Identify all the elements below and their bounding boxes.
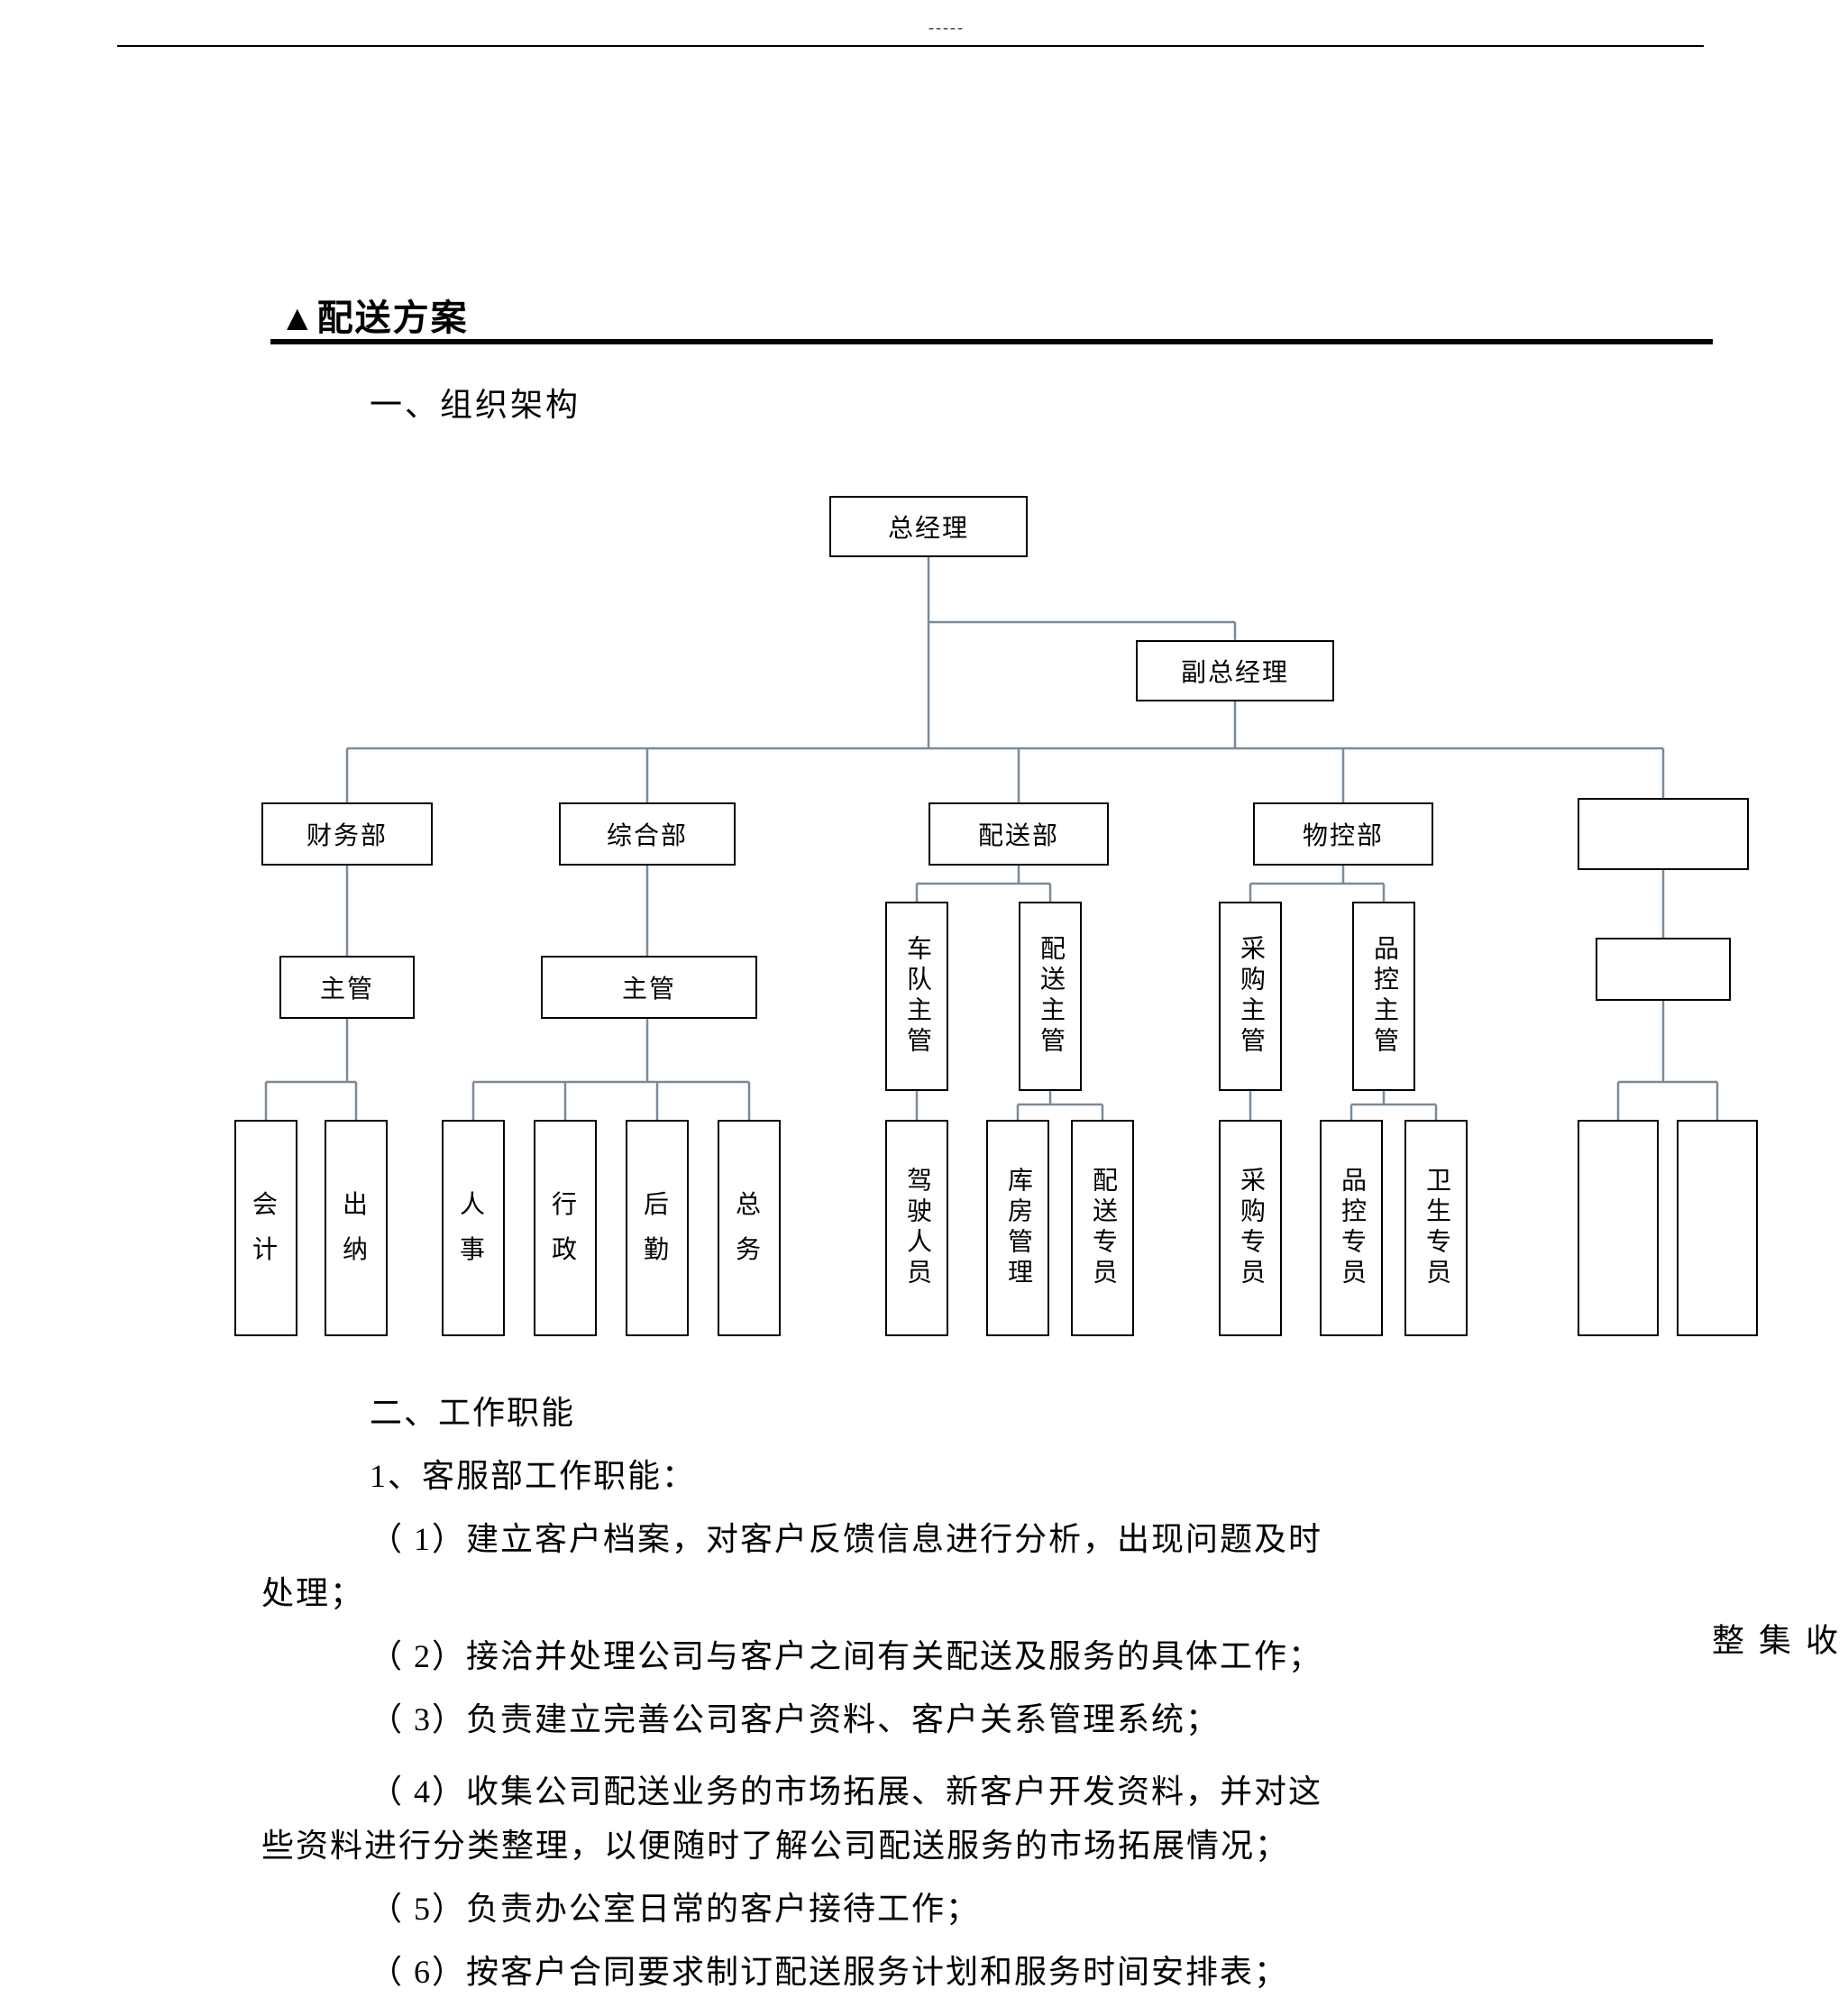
org-node-deliv_mgr: 配送主管 [1019, 902, 1082, 1091]
org-node-blank_a [1578, 1120, 1659, 1336]
org-node-blank_b [1677, 1120, 1758, 1336]
sec2-item-5: （ 5）负责办公室日常的客户接待工作； [370, 1884, 980, 1935]
org-node-dept5 [1578, 798, 1749, 870]
sec2-item-2: （ 2）接洽并处理公司与客户之间有关配送及服务的具体工作； [370, 1632, 1322, 1682]
org-node-wh: 库房管理 [986, 1120, 1049, 1336]
org-node-purch_sp: 采购专员 [1219, 1120, 1282, 1336]
org-node-finance: 财务部 [261, 802, 433, 866]
sec2-item-3: （ 3）负责建立完善公司客户资料、客户关系管理系统； [370, 1695, 1220, 1746]
sec2-item-1a: （ 1）建立客户档案，对客户反馈信息进行分析，出现问题及时 [370, 1515, 1322, 1565]
org-node-blank_mgr [1596, 938, 1731, 1001]
org-node-driver: 驾驶人员 [885, 1120, 948, 1336]
org-node-vgm: 副总经理 [1136, 640, 1334, 701]
org-chart: 总经理副总经理财务部 综合部 配送部 物控部主管 主管 车队主管 配送主管 采购主管 品控主管会… [234, 478, 1803, 1361]
org-node-hr: 人事 [442, 1120, 505, 1336]
sec2-item-4a: （ 4）收集公司配送业务的市场拓展、新客户开发资料，并对这 [370, 1767, 1322, 1818]
org-node-qc_mgr: 品控主管 [1352, 902, 1415, 1091]
org-node-matctrl: 物控部 [1253, 802, 1433, 866]
org-node-gen_mgr: 主管 [541, 956, 757, 1019]
org-node-admin: 行政 [534, 1120, 597, 1336]
sec2-item-1b: 处理； [261, 1569, 364, 1619]
sec2-item-4b: 些资料进行分类整理，以便随时了解公司配送服务的市场拓展情况； [261, 1821, 1289, 1872]
subhead-2: 二、工作职能 [370, 1389, 575, 1439]
org-node-deliv_sp: 配送专员 [1071, 1120, 1134, 1336]
org-node-fin_mgr: 主管 [279, 956, 415, 1019]
org-node-delivery: 配送部 [929, 802, 1109, 866]
sec2-title: 1、客服部工作职能： [370, 1452, 696, 1502]
right-margin-text: ）适时收集整 [1702, 1623, 1848, 1666]
org-node-fleet_mgr: 车队主管 [885, 902, 948, 1091]
subhead-org: 一、组织架构 [370, 379, 581, 426]
org-node-qc_sp: 品控专员 [1320, 1120, 1383, 1336]
org-node-general: 综合部 [559, 802, 736, 866]
org-node-cashier: 出纳 [325, 1120, 388, 1336]
org-node-logis: 后勤 [626, 1120, 689, 1336]
org-node-acct: 会计 [234, 1120, 297, 1336]
header-mark: ----- [929, 18, 965, 37]
org-node-gm: 总经理 [829, 496, 1028, 557]
top-rule [117, 45, 1704, 47]
org-node-hyg_sp: 卫生专员 [1404, 1120, 1468, 1336]
org-node-purch_mgr: 采购主管 [1219, 902, 1282, 1091]
sec2-item-6: （ 6）按客户合同要求制订配送服务计划和服务时间安排表； [370, 1948, 1288, 1998]
org-node-affairs: 总务 [718, 1120, 781, 1336]
section-underline [270, 339, 1713, 344]
section-title: ▲配送方案 [279, 289, 469, 341]
